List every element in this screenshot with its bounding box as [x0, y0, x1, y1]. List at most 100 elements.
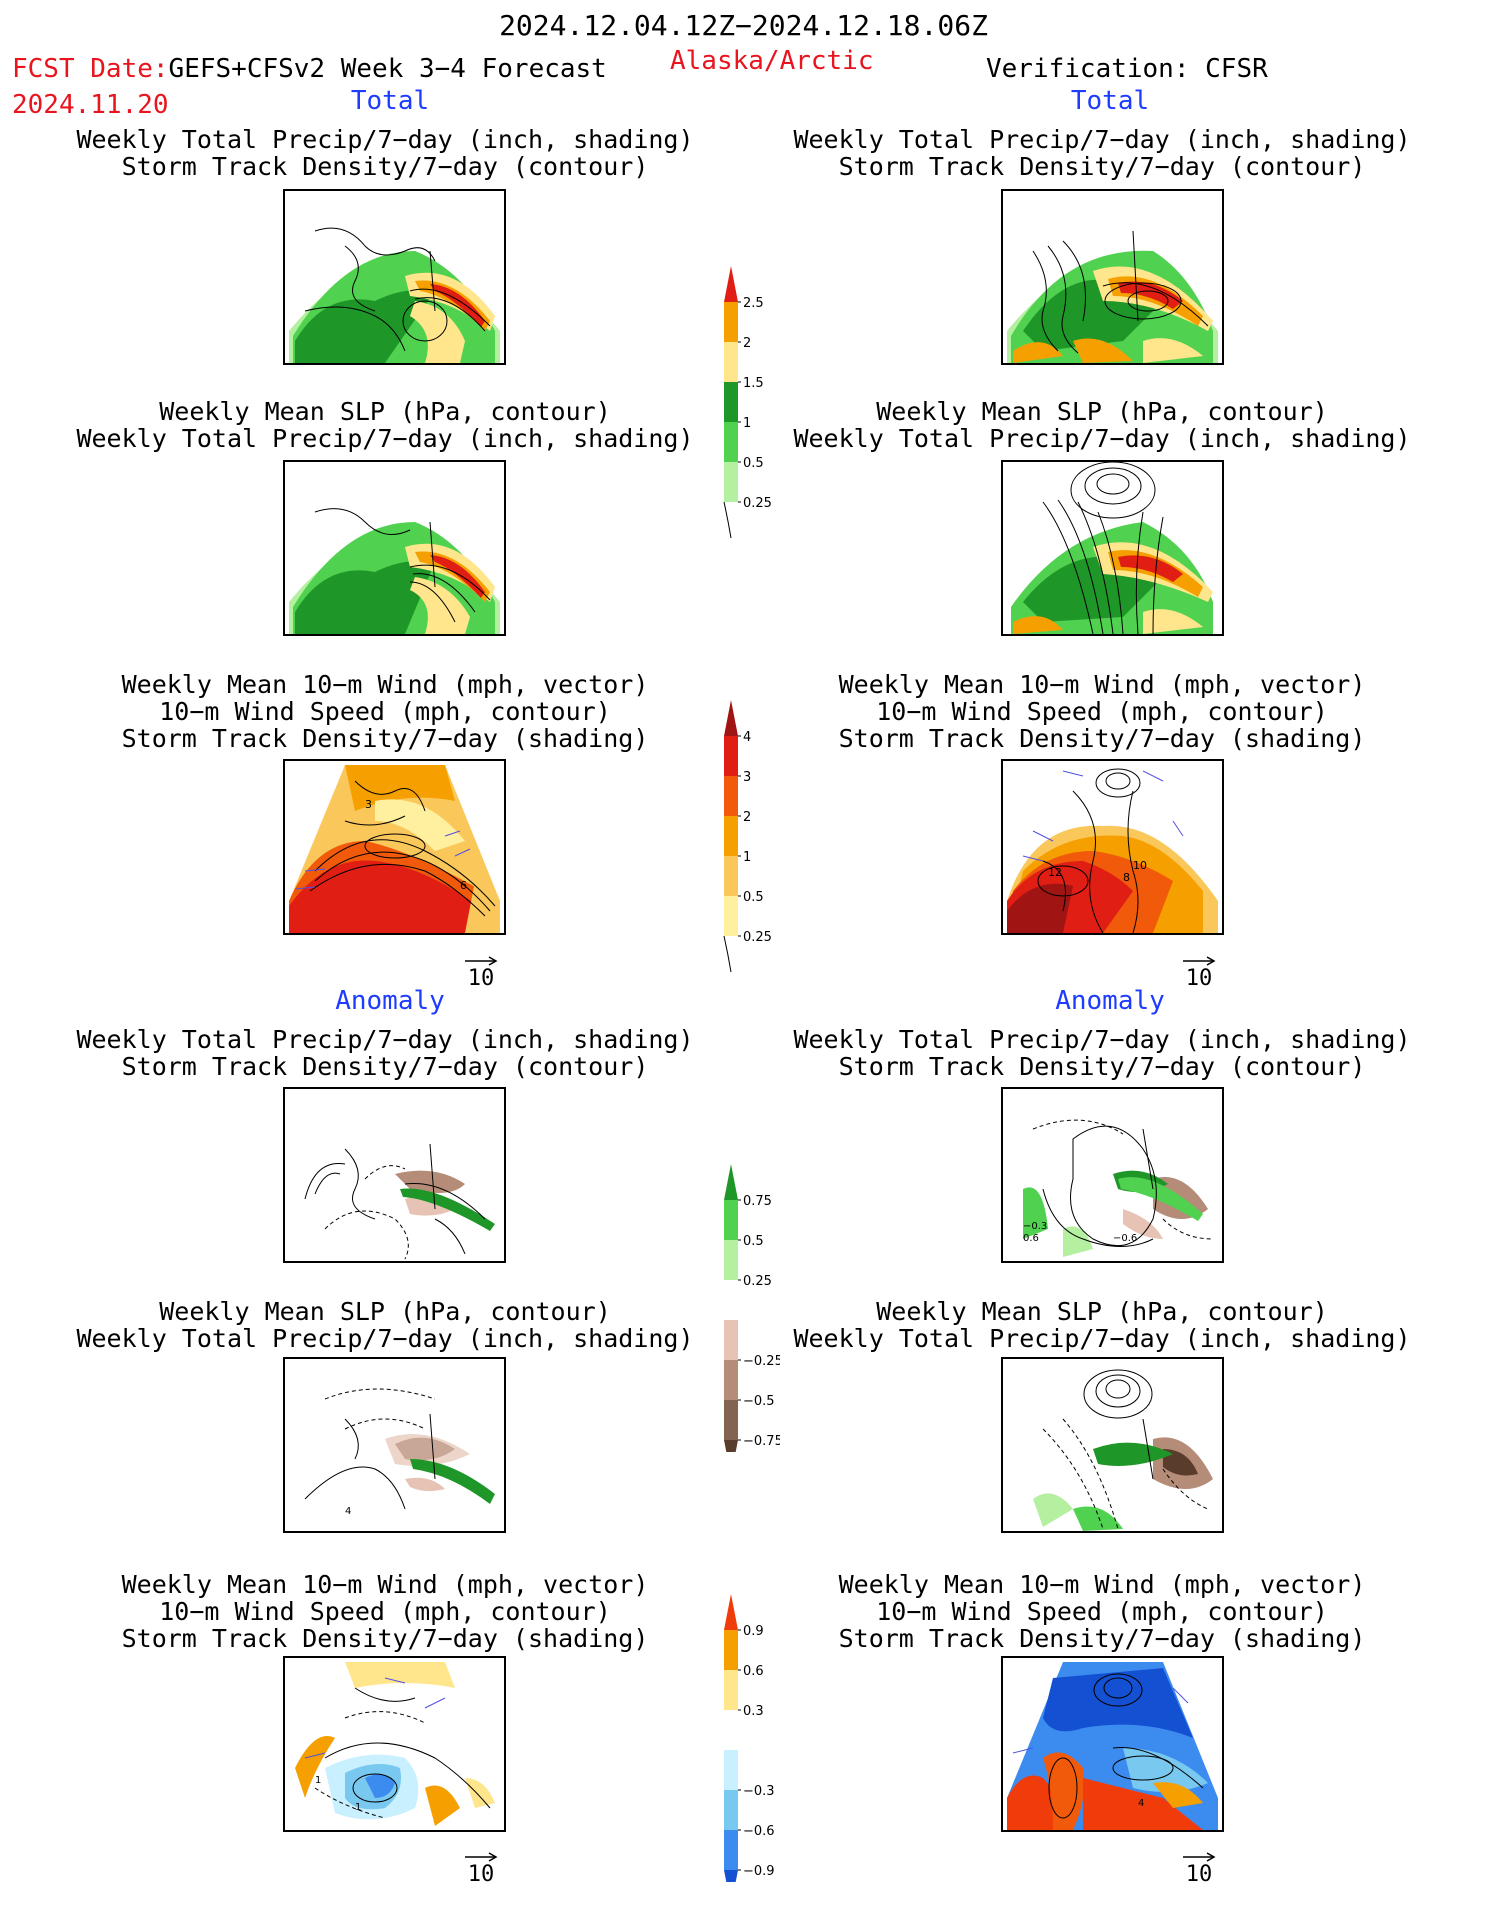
vector-scale-r6-left: 10 — [456, 1852, 506, 1887]
caption-slp-precip-l2: Weekly Total Precip/7−day (inch, shading… — [76, 424, 694, 453]
colorbar-segment — [724, 1750, 738, 1790]
colorbar-label: 2 — [743, 810, 751, 825]
colorbar-segment — [724, 776, 738, 816]
colorbar-segment — [724, 302, 738, 342]
caption-slp-precip-r1: Weekly Mean SLP (hPa, contour) — [876, 397, 1328, 426]
map-observed-total-slp — [1001, 460, 1224, 636]
colorbar-label: 0.6 — [743, 1664, 764, 1679]
wind-anomaly-label: 1 — [355, 1802, 361, 1813]
colorbar-label: 0.3 — [743, 1704, 764, 1719]
map-observed-anomaly-wind: 4 — [1001, 1656, 1224, 1832]
wind-anomaly-label: 4 — [1138, 1798, 1144, 1809]
caption-anom-precip-storm-l1: Weekly Total Precip/7−day (inch, shading… — [76, 1025, 694, 1054]
caption-slp-precip-r2: Weekly Total Precip/7−day (inch, shading… — [793, 424, 1411, 453]
colorbar-label: −0.9 — [743, 1864, 775, 1879]
caption-anom-wind-storm-l3: Storm Track Density/7−day (shading) — [121, 1624, 649, 1653]
vector-scale-r3-left: 10 — [456, 956, 506, 991]
colorbar-segment — [724, 1360, 738, 1400]
caption-wind-storm-r3: Storm Track Density/7−day (shading) — [838, 724, 1366, 753]
fcst-date-label: FCST Date: — [12, 54, 169, 84]
map-observed-total-wind: 12 8 10 — [1001, 759, 1224, 935]
caption-wind-storm-r2: 10−m Wind Speed (mph, contour) — [876, 697, 1328, 726]
caption-precip-storm-l2: Storm Track Density/7−day (contour) — [121, 152, 649, 181]
colorbar-segment — [724, 1670, 738, 1710]
colorbar-segment — [724, 816, 738, 856]
anomaly-contour-label: −0.3 — [1023, 1221, 1047, 1232]
colorbar-segment — [724, 422, 738, 462]
map-observed-total-precip — [1001, 189, 1224, 365]
caption-anom-precip-storm-l2: Storm Track Density/7−day (contour) — [121, 1052, 649, 1081]
colorbar-segment — [724, 1200, 738, 1240]
colorbar-segment — [724, 1320, 738, 1360]
caption-anom-slp-precip-r2: Weekly Total Precip/7−day (inch, shading… — [793, 1324, 1411, 1353]
colorbar-label: 0.25 — [743, 1274, 772, 1289]
colorbar-segment — [724, 1400, 738, 1440]
section-anomaly-right: Anomaly — [1055, 986, 1165, 1016]
wind-speed-label: 12 — [1048, 866, 1062, 879]
vector-scale-r6-right: 10 — [1174, 1852, 1224, 1887]
vector-scale-label: 10 — [1185, 966, 1213, 991]
colorbar-segment — [724, 1594, 738, 1630]
caption-anom-slp-precip-l2: Weekly Total Precip/7−day (inch, shading… — [76, 1324, 694, 1353]
wind-speed-label: 3 — [365, 798, 372, 811]
slp-anomaly-label: 4 — [345, 1506, 351, 1517]
colorbar-segment — [724, 896, 738, 936]
colorbar-label: 3 — [743, 770, 751, 785]
colorbar-segment — [724, 1240, 738, 1280]
wind-speed-label: 10 — [1133, 859, 1147, 872]
colorbar-label: −0.75 — [743, 1434, 780, 1449]
anomaly-contour-label: −0.6 — [1113, 1233, 1137, 1244]
wind-speed-label: 8 — [1123, 871, 1130, 884]
colorbar-segment — [724, 1830, 738, 1870]
map-forecast-total-wind: 3 6 — [283, 759, 506, 935]
colorbar-tail — [723, 501, 732, 539]
colorbar-segment — [724, 382, 738, 422]
colorbar-label: 0.25 — [743, 930, 772, 945]
caption-precip-storm-r1: Weekly Total Precip/7−day (inch, shading… — [793, 125, 1411, 154]
caption-anom-precip-storm-r1: Weekly Total Precip/7−day (inch, shading… — [793, 1025, 1411, 1054]
forecast-label: FCST Date:GEFS+CFSv2 Week 3−4 Forecast — [12, 56, 607, 83]
caption-anom-precip-storm-r2: Storm Track Density/7−day (contour) — [838, 1052, 1366, 1081]
caption-anom-wind-storm-l2: 10−m Wind Speed (mph, contour) — [159, 1597, 611, 1626]
colorbar-segment — [724, 1710, 738, 1750]
caption-precip-storm-l1: Weekly Total Precip/7−day (inch, shading… — [76, 125, 694, 154]
anomaly-contour-label: 0.6 — [1023, 1233, 1039, 1244]
colorbar-segment — [724, 1440, 738, 1452]
colorbar-segment — [724, 1630, 738, 1670]
forecast-model: GEFS+CFSv2 Week 3−4 Forecast — [168, 54, 607, 84]
vector-scale-label: 10 — [467, 1862, 495, 1887]
colorbar-anomaly-precip: 0.75 0.5 0.25 −0.25 −0.5 −0.75 — [724, 1164, 780, 1452]
caption-slp-precip-l1: Weekly Mean SLP (hPa, contour) — [159, 397, 611, 426]
section-total-left: Total — [350, 86, 430, 116]
colorbar-tail — [723, 935, 732, 973]
caption-wind-storm-l2: 10−m Wind Speed (mph, contour) — [159, 697, 611, 726]
map-forecast-total-precip — [283, 189, 506, 365]
vector-scale-r3-right: 10 — [1174, 956, 1224, 991]
colorbar-segment — [724, 1870, 738, 1882]
colorbar-label: 0.9 — [743, 1624, 764, 1639]
map-forecast-anomaly-slp: 4 — [283, 1357, 506, 1533]
colorbar-label: 0.75 — [743, 1194, 772, 1209]
colorbar-segment — [724, 1164, 738, 1200]
map-forecast-anomaly-precip — [283, 1087, 506, 1263]
caption-anom-wind-storm-l1: Weekly Mean 10−m Wind (mph, vector) — [121, 1570, 649, 1599]
colorbar-segment — [724, 342, 738, 382]
caption-wind-storm-r1: Weekly Mean 10−m Wind (mph, vector) — [838, 670, 1366, 699]
section-anomaly-left: Anomaly — [335, 986, 445, 1016]
colorbar-label: 1.5 — [743, 376, 764, 391]
colorbar-total-storm-density: 4 3 2 1 0.5 0.25 — [723, 700, 772, 973]
colorbar-label: 2.5 — [743, 296, 764, 311]
colorbar-segment — [724, 1790, 738, 1830]
verification-label: Verification: CFSR — [986, 54, 1268, 84]
colorbar-label: −0.25 — [743, 1354, 780, 1369]
forecast-date: 2024.11.20 — [12, 90, 169, 120]
map-forecast-total-slp — [283, 460, 506, 636]
colorbar-label: −0.3 — [743, 1784, 775, 1799]
colorbar-segment — [724, 856, 738, 896]
map-observed-anomaly-precip: −0.3 0.6 −0.6 — [1001, 1087, 1224, 1263]
map-observed-anomaly-slp — [1001, 1357, 1224, 1533]
caption-wind-storm-l3: Storm Track Density/7−day (shading) — [121, 724, 649, 753]
colorbar-label: 1 — [743, 416, 751, 431]
colorbar-label: 0.5 — [743, 456, 764, 471]
colorbar-total-precip: 2.5 2 1.5 1 0.5 0.25 — [723, 266, 772, 539]
